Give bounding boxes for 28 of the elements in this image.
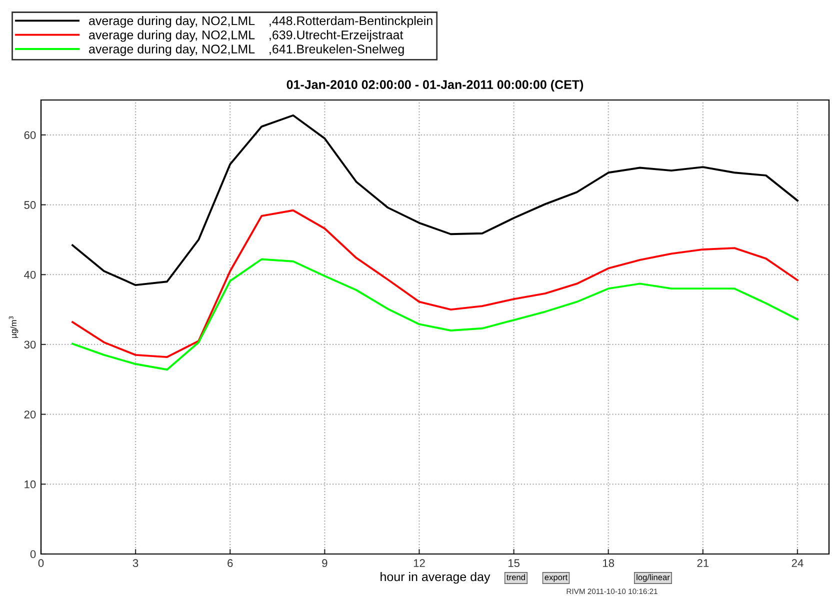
x-tick-label: 9 <box>322 559 328 568</box>
legend-label: average during day, NO2,LML ,641.Breukelen-Snelweg <box>89 44 404 56</box>
x-tick-label: 21 <box>697 559 709 567</box>
line-series <box>72 114 798 286</box>
y-tick-label: 40 <box>24 270 36 279</box>
y-tick-label: 50 <box>24 201 36 209</box>
text: log/linear <box>636 574 670 582</box>
y-tick-label: 60 <box>24 131 36 140</box>
x-tick-label: 24 <box>792 559 804 567</box>
y-tick-label: 10 <box>24 480 36 488</box>
x-tick-label: 6 <box>228 559 233 568</box>
line-series <box>72 258 798 371</box>
x-tick-label: 15 <box>508 559 520 568</box>
x-tick-label: 0 <box>38 559 44 568</box>
x-tick-label: 12 <box>414 559 425 567</box>
text: trend <box>506 574 525 580</box>
x-tick-label: 18 <box>603 559 614 568</box>
y-tick-label: 20 <box>24 410 36 418</box>
text: export <box>544 574 568 582</box>
y-tick-label: 0 <box>30 550 36 558</box>
chart-title: 01-Jan-2010 02:00:00 - 01-Jan-2011 00:00:00 (CET) <box>286 80 584 92</box>
x-tick-label: 3 <box>132 559 138 568</box>
legend-label: average during day, NO2,LML ,448.Rotterdam-Bentinckplein <box>89 16 432 28</box>
legend-label: average during day, NO2,LML ,639.Utrecht-Erzeijstraat <box>89 30 404 42</box>
x-axis-title: hour in average day <box>380 572 490 584</box>
line-series <box>72 209 798 358</box>
y-axis-title: µg/m$^{3}$ <box>8 316 18 338</box>
y-tick-label: 30 <box>24 340 36 349</box>
